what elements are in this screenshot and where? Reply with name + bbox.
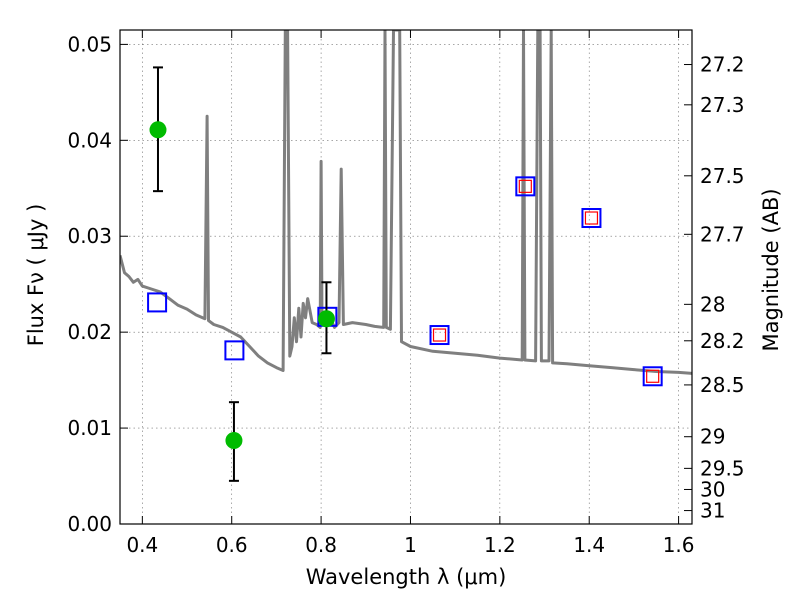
y2-tick-label: 29.5 (700, 456, 745, 480)
x-tick-label: 0.4 (126, 533, 158, 557)
observed-point (225, 432, 243, 450)
observed-point (149, 121, 167, 139)
y2-tick-label: 27.7 (700, 222, 745, 246)
axes-frame (119, 29, 693, 525)
x-tick-label: 1 (404, 533, 417, 557)
y-tick-label: 0.01 (67, 416, 112, 440)
x-tick-label: 1.4 (573, 533, 605, 557)
model-photometry-inner-square (646, 369, 660, 383)
y-tick-label: 0.02 (67, 320, 112, 344)
y2-tick-label: 28 (700, 292, 725, 316)
y-tick-label: 0.03 (67, 224, 112, 248)
y2-tick-label: 27.5 (700, 164, 745, 188)
model-photometry-square (429, 325, 450, 346)
y2-tick-label: 28.5 (700, 373, 745, 397)
model-photometry-inner-square (518, 179, 532, 193)
y2-tick-label: 27.3 (700, 93, 745, 117)
model-photometry-square (642, 366, 663, 387)
y-tick-label: 0.00 (67, 512, 112, 536)
plot-layer (120, 30, 692, 482)
model-photometry-inner-square (432, 328, 447, 342)
y2-tick-label: 31 (700, 499, 725, 523)
y2-axis-label: Magnitude (AB) (759, 188, 783, 351)
model-photometry-square (224, 340, 245, 361)
y-tick-label: 0.05 (67, 32, 112, 56)
model-photometry-square (515, 176, 536, 197)
x-axis-label: Wavelength λ (μm) (306, 565, 507, 589)
sed-model-line (120, 30, 692, 375)
y-axis-label: Flux Fν ( μJy ) (24, 204, 48, 347)
y2-tick-label: 28.2 (700, 329, 745, 353)
y-tick-label: 0.04 (67, 128, 112, 152)
model-photometry-square (581, 208, 602, 229)
model-photometry-square (147, 292, 168, 313)
tick-layer: 0.4 0.6 0.8 1 1.2 1.4 1.6 0.00 0.01 0.02 0.03 0.04 0… (67, 30, 745, 557)
y2-tick-label: 30 (700, 477, 725, 501)
observed-point (317, 310, 335, 328)
model-photometry-inner-square (584, 211, 599, 225)
x-tick-label: 0.8 (305, 533, 337, 557)
x-tick-label: 0.6 (216, 533, 248, 557)
x-tick-label: 1.2 (484, 533, 516, 557)
x-tick-label: 1.6 (663, 533, 695, 557)
y2-tick-label: 27.2 (700, 53, 745, 77)
y2-tick-label: 29 (700, 425, 725, 449)
